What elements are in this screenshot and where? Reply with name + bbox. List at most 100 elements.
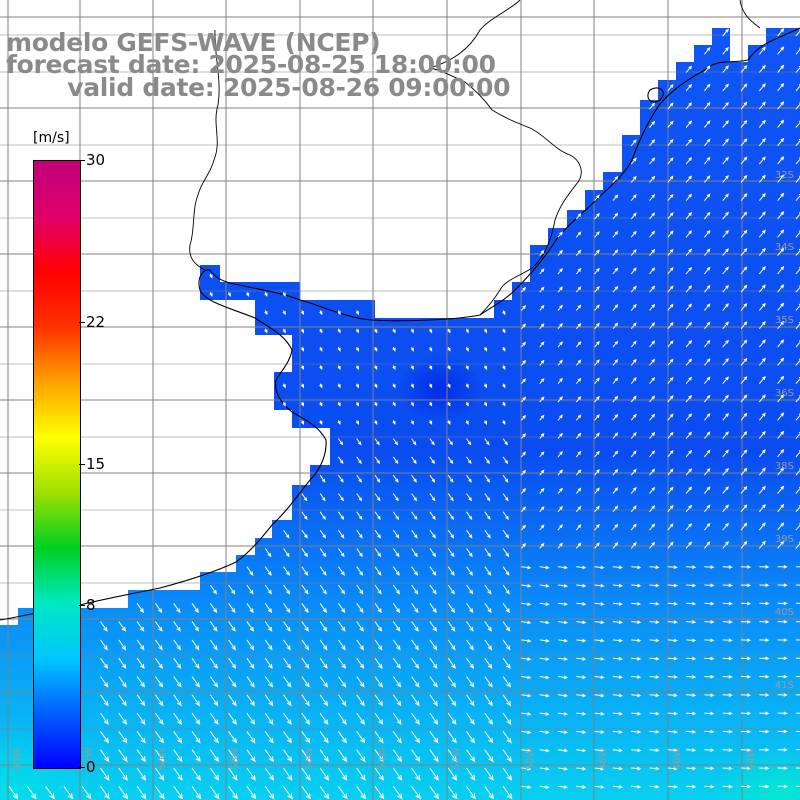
wind-arrow	[154, 621, 163, 632]
wind-arrow	[777, 748, 788, 752]
wind-arrow	[740, 83, 748, 92]
wind-arrow	[539, 432, 545, 439]
wind-arrow	[428, 365, 433, 371]
wind-arrow	[649, 601, 660, 606]
wind-arrow	[667, 730, 678, 734]
wind-arrow	[649, 212, 656, 220]
wind-arrow	[722, 229, 729, 238]
wind-arrow	[429, 438, 435, 446]
wind-arrow	[483, 346, 487, 352]
wind-arrow	[758, 302, 766, 311]
wind-arrow	[502, 310, 506, 316]
wind-arrow	[759, 601, 770, 606]
wind-arrow	[521, 359, 527, 366]
wind-arrow	[283, 749, 293, 763]
wind-arrow	[795, 193, 800, 202]
wind-arrow	[228, 712, 237, 725]
border-argentina-west	[189, 29, 220, 271]
lon-label: 46W	[672, 747, 683, 770]
wind-arrow	[356, 749, 366, 763]
wind-arrow	[557, 542, 563, 549]
wind-arrow	[704, 675, 715, 679]
wind-arrow	[521, 657, 532, 661]
wind-arrow	[649, 248, 656, 256]
wind-arrow	[704, 321, 711, 330]
wind-arrow	[667, 395, 674, 403]
wind-arrow	[466, 749, 476, 763]
wind-arrow	[630, 541, 637, 549]
wind-arrow	[557, 657, 569, 661]
wind-arrow	[612, 638, 624, 643]
wind-arrow	[594, 583, 605, 588]
wind-arrow	[228, 731, 238, 744]
wind-arrow	[759, 565, 770, 569]
wind-arrow	[612, 304, 619, 311]
wind-arrow	[300, 383, 304, 389]
wind-arrow	[301, 511, 308, 520]
wind-arrow	[759, 638, 770, 642]
wind-arrow	[667, 656, 678, 661]
wind-arrow	[612, 249, 619, 256]
wind-arrow	[466, 731, 476, 744]
wind-arrow	[667, 565, 678, 569]
wind-arrow	[191, 749, 201, 763]
wind-arrow	[649, 303, 656, 311]
wind-arrow	[447, 420, 451, 425]
wind-arrow	[685, 248, 693, 256]
wind-arrow	[264, 786, 275, 800]
wind-arrow	[374, 566, 382, 576]
wind-arrow	[631, 711, 642, 716]
wind-arrow	[429, 639, 438, 651]
wind-arrow	[667, 583, 678, 588]
wind-arrow	[649, 194, 656, 202]
wind-arrow	[740, 766, 752, 771]
wind-arrow	[428, 328, 433, 334]
wind-arrow	[337, 401, 341, 407]
wind-arrow	[667, 212, 674, 220]
wind-arrow	[704, 504, 711, 513]
wind-arrow	[722, 467, 729, 476]
wind-arrow	[631, 565, 642, 570]
wind-arrow	[795, 138, 800, 147]
colorbar-tick-mark	[79, 605, 85, 607]
wind-arrow	[777, 320, 785, 330]
wind-arrow	[576, 693, 587, 698]
wind-arrow	[374, 383, 378, 389]
wind-arrow	[392, 511, 400, 520]
wind-arrow	[777, 393, 785, 403]
wind-arrow	[118, 676, 127, 688]
wind-arrow	[594, 766, 605, 771]
wind-arrow	[447, 731, 457, 744]
wind-arrow	[740, 729, 752, 734]
wind-arrow	[539, 249, 545, 256]
wind-arrow	[465, 328, 469, 334]
wind-arrow	[612, 675, 624, 679]
wind-arrow	[594, 487, 600, 494]
wind-arrow	[795, 621, 800, 623]
wind-arrow	[466, 438, 472, 446]
wind-arrow	[557, 675, 569, 680]
wind-arrow	[685, 431, 693, 439]
wind-arrow	[283, 584, 291, 595]
wind-arrow	[228, 767, 238, 781]
wind-arrow	[228, 749, 238, 763]
wind-arrow	[722, 693, 733, 697]
wind-arrow	[429, 456, 435, 465]
borders	[189, 0, 761, 316]
wind-arrow	[758, 412, 766, 421]
wind-arrow	[319, 493, 326, 502]
wind-arrow	[722, 211, 729, 220]
wind-arrow	[612, 583, 624, 588]
wind-arrow	[685, 285, 693, 293]
wind-arrow	[777, 503, 785, 513]
wind-arrow	[136, 694, 146, 707]
wind-arrow	[502, 694, 512, 707]
wind-arrow	[484, 603, 492, 614]
wind-arrow	[301, 694, 310, 707]
wind-arrow	[301, 657, 310, 670]
wind-arrow	[612, 487, 619, 494]
wind-arrow	[355, 365, 359, 371]
wind-arrow	[649, 431, 656, 439]
wind-arrow	[686, 766, 697, 771]
wind-arrow	[356, 676, 365, 688]
